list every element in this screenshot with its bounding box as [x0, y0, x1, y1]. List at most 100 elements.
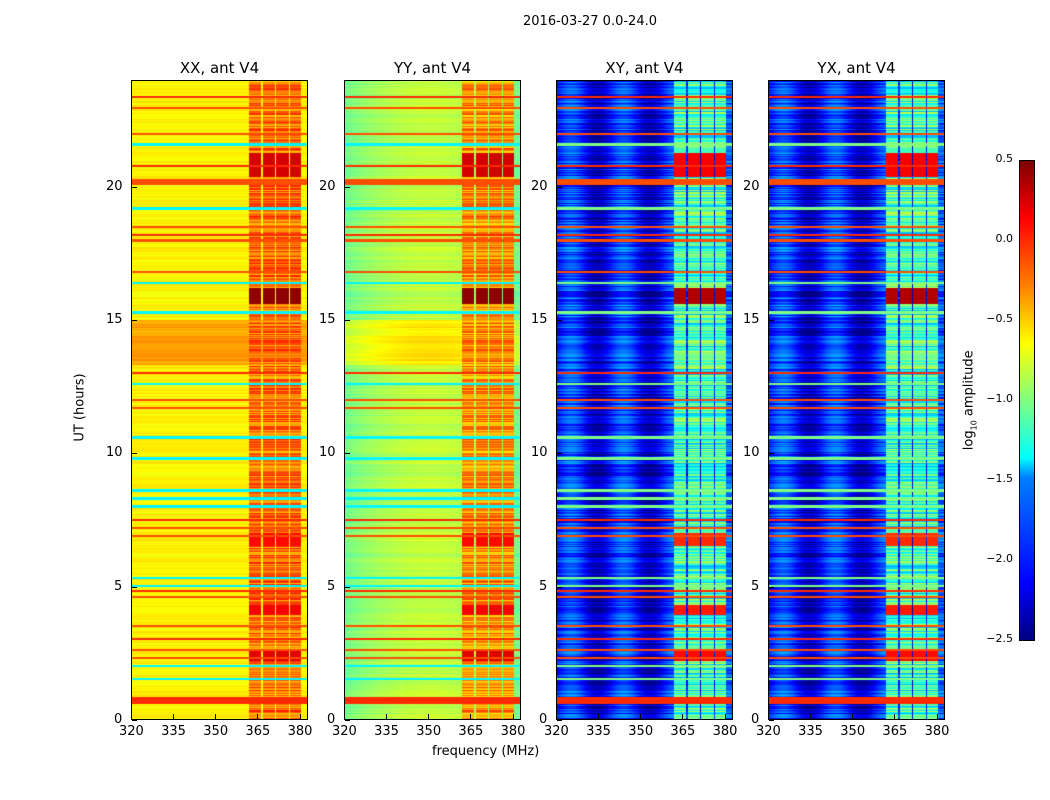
y-tick-mark [769, 453, 774, 455]
y-tick-mark [769, 720, 774, 721]
x-axis-label: frequency (MHz) [432, 744, 540, 759]
x-tick-label: 350 [628, 724, 654, 739]
heatmap-panel-1 [131, 80, 308, 720]
y-axis-label: UT (hours) [72, 373, 88, 442]
panel-title: XX, ant V4 [179, 59, 260, 77]
figure-title: 2016-03-27 0.0-24.0 [523, 14, 657, 29]
x-tick-mark [852, 714, 854, 719]
y-tick-mark [345, 586, 350, 588]
x-tick-mark [682, 714, 684, 719]
colorbar-tick-label: −0.5 [986, 312, 1013, 325]
heatmap-panel-3 [556, 80, 733, 720]
colorbar-tick-label: −2.5 [986, 632, 1013, 645]
heatmap-cells [557, 81, 732, 719]
x-tick-label: 380 [287, 724, 313, 739]
x-tick-mark [556, 714, 557, 719]
x-tick-label: 335 [586, 724, 611, 739]
y-tick-mark [557, 186, 562, 188]
colorbar-tick-label: 0.5 [995, 152, 1014, 165]
x-tick-label: 365 [670, 724, 696, 739]
x-tick-label: 380 [924, 724, 950, 739]
y-tick-mark [132, 186, 137, 188]
colorbar [1019, 160, 1035, 641]
x-tick-mark [512, 714, 514, 719]
heatmap-panel-2 [344, 80, 521, 720]
x-tick-mark [257, 714, 259, 719]
y-tick-mark [132, 586, 137, 588]
y-tick-label: 20 [743, 178, 760, 194]
y-tick-mark [345, 186, 350, 188]
heatmap-panel-4 [768, 80, 945, 720]
x-tick-label: 350 [840, 724, 866, 739]
y-tick-label: 0 [114, 712, 123, 727]
y-tick-mark [345, 320, 350, 321]
x-tick-label: 320 [119, 724, 144, 739]
x-tick-label: 335 [374, 724, 399, 739]
y-tick-label: 10 [106, 445, 123, 461]
heatmap-cells [769, 81, 944, 719]
x-tick-mark [470, 714, 472, 719]
y-tick-label: 5 [327, 578, 336, 594]
x-tick-mark [386, 714, 388, 719]
x-tick-mark [768, 714, 769, 719]
x-tick-mark [131, 714, 132, 719]
x-tick-label: 320 [332, 724, 357, 739]
x-tick-mark [724, 714, 726, 719]
y-tick-label: 5 [751, 578, 760, 594]
colorbar-label: log10 amplitude [961, 350, 979, 451]
y-tick-mark [769, 320, 774, 321]
y-tick-label: 20 [319, 178, 336, 194]
y-tick-mark [557, 320, 562, 321]
y-tick-label: 0 [751, 712, 760, 727]
x-tick-label: 380 [500, 724, 526, 739]
y-tick-mark [132, 720, 137, 721]
y-tick-mark [557, 720, 562, 721]
x-tick-label: 365 [245, 724, 271, 739]
x-tick-label: 365 [458, 724, 484, 739]
y-tick-label: 15 [319, 312, 336, 327]
x-tick-mark [344, 714, 345, 719]
x-tick-mark [428, 714, 430, 719]
heatmap-cells [345, 81, 520, 719]
y-tick-label: 10 [531, 445, 548, 461]
x-tick-label: 335 [161, 724, 186, 739]
x-tick-mark [640, 714, 642, 719]
y-tick-label: 15 [106, 312, 123, 327]
x-tick-mark [810, 714, 812, 719]
y-tick-label: 15 [743, 312, 760, 327]
x-tick-label: 350 [203, 724, 229, 739]
heatmap-cells [132, 81, 307, 719]
x-tick-mark [936, 714, 938, 719]
panel-title: XY, ant V4 [605, 59, 684, 77]
x-tick-label: 380 [712, 724, 738, 739]
x-tick-label: 320 [544, 724, 569, 739]
x-tick-mark [598, 714, 600, 719]
x-tick-mark [894, 714, 896, 719]
y-tick-mark [557, 453, 562, 455]
y-tick-mark [132, 320, 137, 321]
colorbar-tick-label: −1.0 [986, 392, 1013, 405]
y-tick-mark [769, 186, 774, 188]
y-tick-label: 0 [539, 712, 548, 727]
colorbar-tick-label: −1.5 [986, 472, 1013, 485]
y-tick-label: 0 [327, 712, 336, 727]
y-tick-label: 10 [743, 445, 760, 461]
y-tick-label: 15 [531, 312, 548, 327]
colorbar-tick-label: −2.0 [986, 552, 1013, 565]
y-tick-label: 20 [531, 178, 548, 194]
x-tick-label: 365 [882, 724, 908, 739]
y-tick-mark [345, 720, 350, 721]
y-tick-label: 20 [106, 178, 123, 194]
x-tick-label: 335 [798, 724, 823, 739]
y-tick-label: 5 [539, 578, 548, 594]
x-tick-mark [215, 714, 217, 719]
x-tick-mark [173, 714, 175, 719]
y-tick-mark [132, 453, 137, 455]
colorbar-tick-label: 0.0 [995, 232, 1014, 245]
panel-title: YX, ant V4 [817, 59, 896, 77]
x-tick-mark [299, 714, 301, 719]
y-tick-label: 10 [319, 445, 336, 461]
y-tick-mark [345, 453, 350, 455]
x-tick-label: 320 [756, 724, 781, 739]
panel-title: YY, ant V4 [393, 59, 471, 77]
